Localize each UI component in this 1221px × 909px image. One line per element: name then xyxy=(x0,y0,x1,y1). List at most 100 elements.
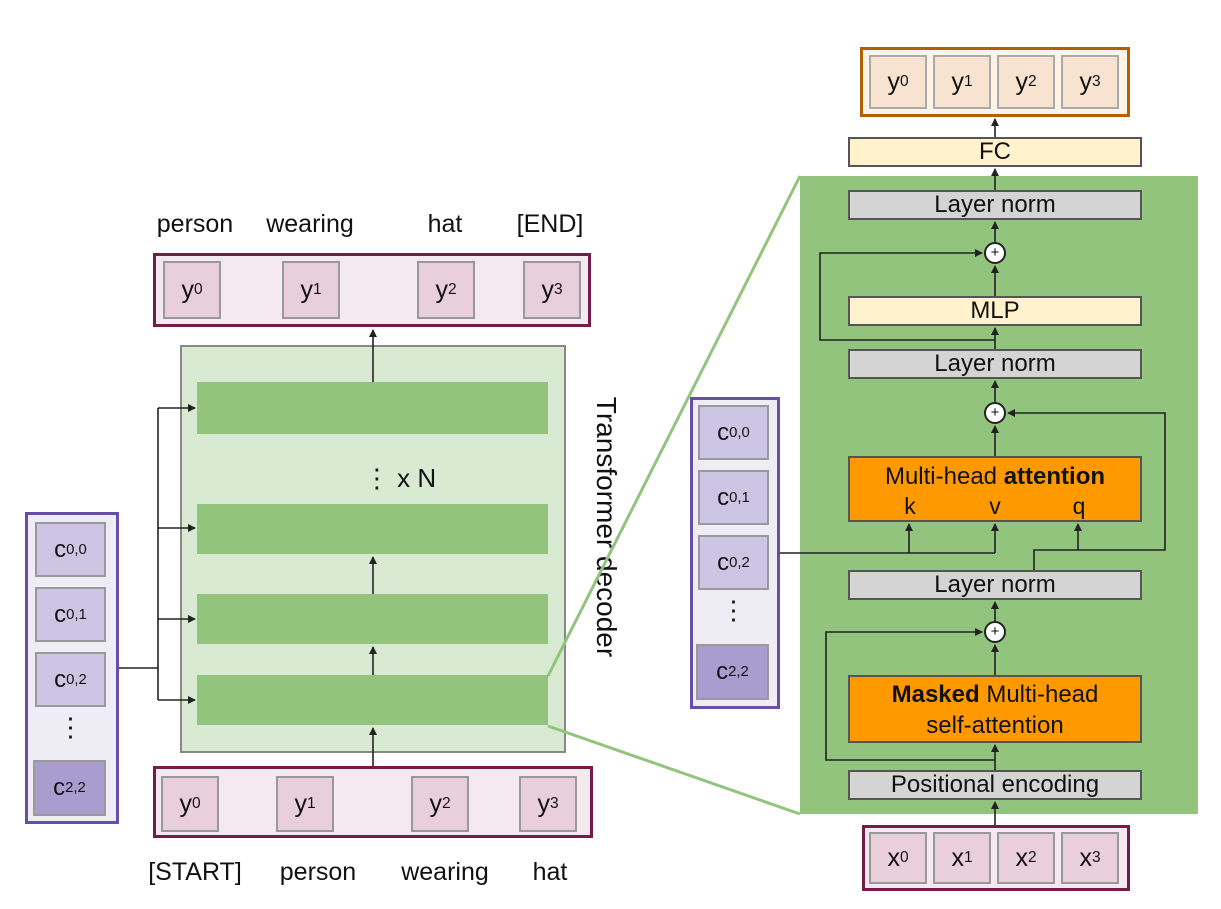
mlp-block: MLP xyxy=(848,296,1142,326)
token-sub: 2 xyxy=(441,795,451,812)
left-input-word: [START] xyxy=(148,858,242,886)
left-output-word: person xyxy=(156,210,234,238)
token-sub: 1 xyxy=(312,281,322,298)
feature-sub: 0,0 xyxy=(729,424,750,441)
token-base: x xyxy=(1015,843,1028,872)
feature-base: c xyxy=(716,658,729,685)
layer-norm-block: Layer norm xyxy=(848,349,1142,379)
token-base: y xyxy=(951,67,964,96)
token-base: x xyxy=(951,843,964,872)
zoom-line xyxy=(547,724,801,816)
cross-attention-bold: attention xyxy=(1003,463,1106,490)
token-base: y xyxy=(435,275,448,304)
feature-base: c xyxy=(717,548,730,576)
self-attention-plain: Multi-head xyxy=(979,681,1099,708)
token-base: y xyxy=(429,789,442,818)
positional-encoding-block: Positional encoding xyxy=(848,770,1142,800)
self-attention-bold: Masked xyxy=(891,681,980,708)
feature-base: c xyxy=(54,665,67,693)
token-sub: 3 xyxy=(549,795,559,812)
left-output-word: hat xyxy=(427,210,463,238)
token-sub: 0 xyxy=(193,281,203,298)
token-sub: 0 xyxy=(899,849,909,866)
decoder-layer xyxy=(197,594,548,644)
feature-cell: c 0,0 xyxy=(698,405,769,460)
decoder-layer xyxy=(197,675,548,725)
feature-sub: 0,2 xyxy=(66,671,87,688)
cross-attention-title: Multi-head attention xyxy=(850,463,1140,491)
feature-sub: 0,2 xyxy=(729,554,750,571)
feature-cell: c 0,1 xyxy=(35,587,106,642)
cross-attention-plain: Multi-head xyxy=(884,463,1004,490)
token-base: y xyxy=(294,789,307,818)
token-sub: 2 xyxy=(1027,849,1037,866)
masked-self-attention-block: Masked Multi-head self-attention xyxy=(848,675,1142,743)
feature-cell: c 0,2 xyxy=(698,535,769,590)
feature-cell: c 2,2 xyxy=(696,644,769,700)
token-base: y xyxy=(181,275,194,304)
feature-sub: 0,1 xyxy=(729,489,750,506)
key-label: k xyxy=(904,493,916,519)
token-base: x xyxy=(887,843,900,872)
self-attention-line2: self-attention xyxy=(926,712,1064,739)
feature-sub: 0,1 xyxy=(66,606,87,623)
query-label: q xyxy=(1072,493,1086,519)
feature-sub: 2,2 xyxy=(728,664,749,680)
residual-connection xyxy=(819,249,995,341)
token-base: y xyxy=(1015,67,1028,96)
feature-ellipsis: ⋮ xyxy=(57,712,84,742)
residual-connection xyxy=(825,628,995,761)
feature-ellipsis: ⋮ xyxy=(720,595,747,625)
decoder-layer xyxy=(197,382,548,434)
value-label: v xyxy=(989,493,1001,519)
residual-add-icon: + xyxy=(984,242,1006,264)
token-base: y xyxy=(300,275,313,304)
token-sub: 1 xyxy=(963,73,973,90)
token-sub: 3 xyxy=(1091,73,1101,90)
left-input-word: hat xyxy=(532,858,568,886)
feature-sub: 0,0 xyxy=(66,541,87,558)
fc-block: FC xyxy=(848,137,1142,167)
residual-add-icon: + xyxy=(984,621,1006,643)
token-base: y xyxy=(179,789,192,818)
feature-cell: c 0,2 xyxy=(35,652,106,707)
left-output-word: wearing xyxy=(266,210,354,238)
repeat-label: ⋮ x N xyxy=(363,463,437,493)
left-output-word: [END] xyxy=(516,210,584,238)
feature-base: c xyxy=(54,600,67,628)
layer-norm-block: Layer norm xyxy=(848,190,1142,220)
feature-base: c xyxy=(54,535,67,563)
token-base: y xyxy=(887,67,900,96)
cross-attention-block: Multi-head attention k v q xyxy=(848,456,1142,522)
feature-base: c xyxy=(53,774,66,801)
feature-base: c xyxy=(717,483,730,511)
token-base: y xyxy=(537,789,550,818)
feature-base: c xyxy=(717,418,730,446)
token-sub: 2 xyxy=(1027,73,1037,90)
token-sub: 2 xyxy=(447,281,457,298)
token-base: y xyxy=(541,275,554,304)
token-base: x xyxy=(1079,843,1092,872)
token-base: y xyxy=(1079,67,1092,96)
residual-add-icon: + xyxy=(984,402,1006,424)
token-sub: 1 xyxy=(963,849,973,866)
left-input-word: person xyxy=(279,858,357,886)
token-sub: 3 xyxy=(1091,849,1101,866)
token-sub: 0 xyxy=(191,795,201,812)
left-output-token-row xyxy=(153,253,591,327)
